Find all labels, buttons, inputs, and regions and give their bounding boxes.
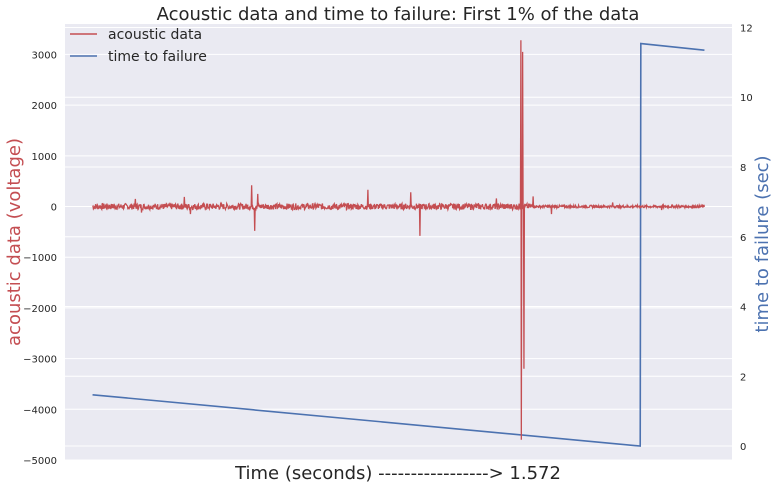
legend-label-ttf: time to failure	[108, 49, 207, 65]
left-y-axis-ticks: 3000 2000 1000 0 −1000 −2000 −3000 −4000 −5000	[23, 50, 57, 467]
left-tick-label: −2000	[23, 304, 57, 315]
left-tick-label: 1000	[32, 152, 57, 163]
legend-label-acoustic: acoustic data	[108, 27, 202, 43]
left-y-axis-label: acoustic data (voltage)	[4, 138, 25, 346]
left-tick-label: 0	[51, 203, 57, 214]
right-tick-label: 0	[740, 442, 746, 453]
legend: acoustic data time to failure	[70, 27, 207, 65]
right-tick-label: 12	[740, 23, 753, 34]
left-tick-label: −3000	[23, 355, 57, 366]
right-y-axis-ticks: 0 2 4 6 8 10 12	[740, 23, 753, 453]
right-tick-label: 6	[740, 233, 746, 244]
right-tick-label: 2	[740, 372, 746, 383]
ttf-line	[92, 42, 705, 447]
left-tick-label: 2000	[32, 101, 57, 112]
gridlines	[65, 26, 732, 461]
ttf-series	[92, 42, 705, 447]
acoustic-line	[92, 40, 706, 440]
left-tick-label: −1000	[23, 253, 57, 264]
x-axis-label: Time (seconds) -----------------> 1.572	[234, 463, 561, 484]
right-tick-label: 8	[740, 163, 746, 174]
left-tick-label: 3000	[32, 50, 57, 61]
right-y-axis-label: time to failure (sec)	[752, 155, 773, 332]
chart-title: Acoustic data and time to failure: First…	[157, 4, 640, 25]
right-tick-label: 4	[740, 303, 746, 314]
plot-area	[65, 24, 732, 460]
left-tick-label: −4000	[23, 405, 57, 416]
left-tick-label: −5000	[23, 456, 57, 467]
acoustic-series	[92, 40, 706, 440]
right-tick-label: 10	[740, 93, 753, 104]
